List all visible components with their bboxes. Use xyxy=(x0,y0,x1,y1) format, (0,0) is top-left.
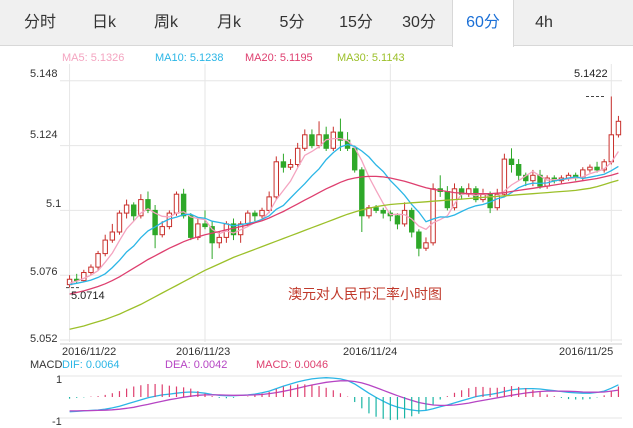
candle-down xyxy=(309,134,315,147)
dea-line xyxy=(69,380,619,412)
candle-up xyxy=(173,193,180,214)
low-price-annotation: 5.0714 xyxy=(71,290,105,302)
candle-down xyxy=(373,207,379,211)
candle-up xyxy=(287,164,294,168)
x-tick-label: 2016/11/25 xyxy=(559,346,614,358)
candle-down xyxy=(394,215,401,225)
candle-up xyxy=(138,199,144,217)
x-tick-label: 2016/11/23 xyxy=(176,346,231,358)
candle-down xyxy=(359,169,365,217)
candle-down xyxy=(180,193,187,217)
tab-5min[interactable]: 5分 xyxy=(279,14,305,31)
candle-down xyxy=(280,161,287,168)
candle-up xyxy=(587,166,593,171)
candle-down xyxy=(202,223,208,228)
tab-month-k[interactable]: 月k xyxy=(216,14,241,31)
ma5-line xyxy=(69,137,619,284)
tab-15min[interactable]: 15分 xyxy=(339,14,373,31)
macd-y-tick-label: 1 xyxy=(56,374,63,386)
candle-up xyxy=(123,204,130,214)
candle-up xyxy=(615,120,622,136)
candle-down xyxy=(209,226,215,244)
candle-down xyxy=(145,199,151,211)
candle-up xyxy=(501,158,508,195)
ma20-line xyxy=(69,172,619,295)
candle-up xyxy=(601,161,607,171)
candle-up xyxy=(316,134,322,147)
candle-up xyxy=(294,147,301,166)
high-price-annotation: 5.1422 xyxy=(574,68,608,80)
macd-title: MACD xyxy=(30,359,63,371)
dif-line xyxy=(69,377,619,413)
candle-up xyxy=(216,236,222,244)
candle-up xyxy=(401,209,408,225)
candle-down xyxy=(416,231,422,249)
tab-30min[interactable]: 30分 xyxy=(402,14,436,31)
dif-legend: DIF: 0.0064 xyxy=(62,359,120,371)
candle-down xyxy=(188,215,194,238)
candle-up xyxy=(451,188,458,209)
candle-up xyxy=(259,209,265,217)
macd-value-legend: MACD: 0.0046 xyxy=(256,359,329,371)
y-tick-label: 5.1 xyxy=(46,198,62,210)
ma30-legend: MA30: 5.1143 xyxy=(337,52,405,64)
candle-up xyxy=(302,134,308,149)
ma30-line xyxy=(69,179,619,330)
y-tick-label: 5.076 xyxy=(30,266,58,278)
candle-up xyxy=(430,188,436,244)
candle-up xyxy=(245,212,251,225)
tab-fenshi[interactable]: 分时 xyxy=(23,14,56,31)
candle-up xyxy=(608,134,615,163)
x-tick-label: 2016/11/22 xyxy=(62,346,117,358)
ma10-legend: MA10: 5.1238 xyxy=(155,52,224,64)
candle-down xyxy=(515,164,522,176)
dea-legend: DEA: 0.0042 xyxy=(165,359,228,371)
candle-up xyxy=(95,253,101,268)
tab-60min[interactable]: 60分 xyxy=(452,0,514,47)
ma10-line xyxy=(69,143,619,286)
candle-down xyxy=(252,212,258,217)
candle-down xyxy=(508,158,515,166)
candle-down xyxy=(337,131,344,141)
candle-down xyxy=(594,166,600,171)
y-tick-label: 5.052 xyxy=(30,333,58,345)
period-tab-bar: 分时 日k 周k 月k 5分 15分 30分 60分 4h xyxy=(0,0,633,47)
candle-up xyxy=(330,131,337,149)
candle-down xyxy=(152,209,158,236)
candle-down xyxy=(380,209,386,214)
candle-up xyxy=(109,231,116,241)
tab-week-k[interactable]: 周k xyxy=(153,14,178,31)
candle-up xyxy=(195,223,201,238)
candle-up xyxy=(266,196,272,211)
ma5-legend: MA5: 5.1326 xyxy=(62,52,125,64)
x-tick-label: 2016/11/24 xyxy=(343,346,398,358)
candle-up xyxy=(159,226,165,236)
candle-up xyxy=(494,193,500,209)
candle-up xyxy=(116,212,123,233)
chart-watermark-title: 澳元对人民币汇率小时图 xyxy=(288,286,442,302)
candle-up xyxy=(81,272,87,282)
y-tick-label: 5.148 xyxy=(30,68,58,80)
macd-y-tick-label: -1 xyxy=(52,416,62,428)
y-tick-label: 5.124 xyxy=(30,129,58,141)
ma20-legend: MA20: 5.1195 xyxy=(245,52,313,64)
candle-up xyxy=(273,161,279,198)
candle-up xyxy=(423,242,429,249)
candle-up xyxy=(530,174,536,182)
candle-up xyxy=(102,239,108,255)
candle-down xyxy=(131,204,137,217)
tab-day-k[interactable]: 日k xyxy=(91,14,116,31)
candle-up xyxy=(88,266,94,274)
tab-4h[interactable]: 4h xyxy=(535,14,553,31)
